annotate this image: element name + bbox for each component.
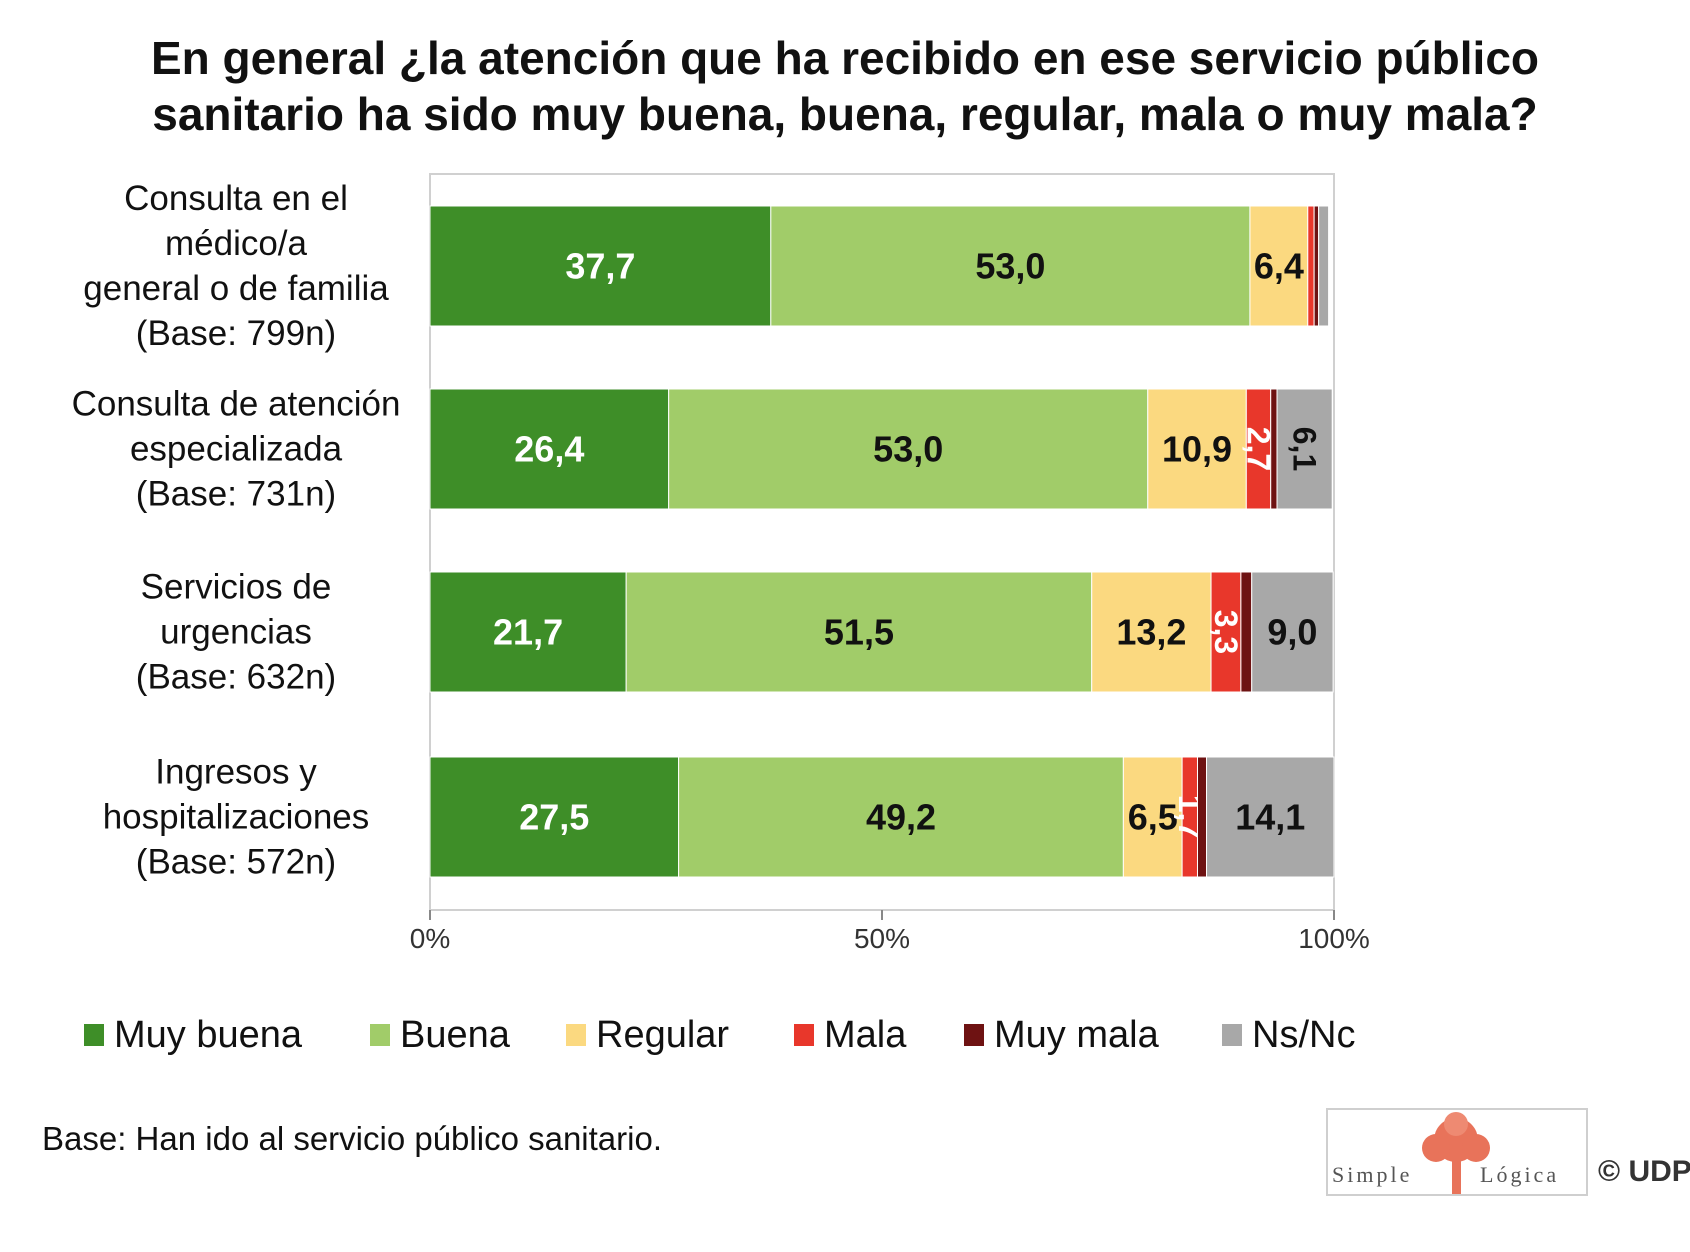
data-label: 6,4 bbox=[1254, 246, 1304, 287]
legend-label: Muy buena bbox=[114, 1014, 303, 1056]
data-label: 10,9 bbox=[1162, 429, 1232, 470]
x-tick-label: 0% bbox=[410, 923, 450, 954]
logo-text-simple: Simple bbox=[1332, 1162, 1413, 1187]
bar-segment bbox=[625, 571, 1093, 693]
bar-segment bbox=[1122, 756, 1183, 878]
chart-title-line-1: En general ¿la atención que ha recibido … bbox=[150, 32, 1540, 84]
data-label: 51,5 bbox=[824, 612, 894, 653]
category-label: (Base: 572n) bbox=[136, 843, 336, 882]
category-label: Servicios de bbox=[141, 568, 332, 607]
category-label: hospitalizaciones bbox=[103, 798, 370, 837]
data-label: 3,3 bbox=[1208, 610, 1244, 654]
data-label: 53,0 bbox=[975, 246, 1045, 287]
bar-segment bbox=[1313, 205, 1320, 327]
category-label: urgencias bbox=[160, 613, 312, 652]
bar-segment bbox=[1245, 388, 1272, 510]
data-label: 49,2 bbox=[866, 797, 936, 838]
category-label: (Base: 799n) bbox=[136, 314, 336, 353]
tree-icon bbox=[1422, 1112, 1490, 1194]
stacked-bar-chart: 37,7 53,0 6,4 Consulta en el médico/a general… bbox=[72, 173, 1370, 1056]
x-tick-label: 100% bbox=[1298, 923, 1370, 954]
legend-label: Ns/Nc bbox=[1252, 1014, 1355, 1056]
data-label: 9,0 bbox=[1267, 612, 1317, 653]
bar-segment bbox=[668, 388, 1149, 510]
bar-segment bbox=[1240, 571, 1253, 693]
legend-swatch bbox=[1222, 1024, 1242, 1046]
bar-segment bbox=[429, 388, 670, 510]
bar-segment bbox=[429, 571, 627, 693]
category-label: Consulta de atención bbox=[72, 385, 401, 424]
bar-segment bbox=[1147, 388, 1247, 510]
data-label: 26,4 bbox=[514, 429, 584, 470]
bar-segment bbox=[1249, 205, 1309, 327]
legend-swatch bbox=[794, 1024, 814, 1046]
x-tick-label: 50% bbox=[854, 923, 910, 954]
bar-segment bbox=[1318, 205, 1330, 327]
category-label: (Base: 632n) bbox=[136, 658, 336, 697]
bar-segment bbox=[770, 205, 1251, 327]
legend-label: Buena bbox=[400, 1014, 511, 1056]
legend-label: Mala bbox=[824, 1014, 907, 1056]
simple-logica-logo bbox=[1326, 1108, 1588, 1196]
bar-segment bbox=[1091, 571, 1212, 693]
category-label: general o de familia bbox=[83, 269, 389, 308]
data-label: 27,5 bbox=[519, 797, 589, 838]
bar-segment bbox=[1196, 756, 1208, 878]
logo-text-logica: Lógica bbox=[1480, 1162, 1560, 1187]
data-label: 53,0 bbox=[873, 429, 943, 470]
category-label: (Base: 731n) bbox=[136, 475, 336, 514]
category-label: Consulta en el bbox=[124, 179, 348, 218]
category-label: médico/a bbox=[165, 224, 308, 263]
bar-segment bbox=[1307, 205, 1315, 327]
category-label: especializada bbox=[130, 430, 343, 469]
legend-swatch bbox=[370, 1024, 390, 1046]
bar-segment bbox=[1206, 756, 1335, 878]
chart-title-line-2: sanitario ha sido muy buena, buena, regu… bbox=[152, 88, 1538, 140]
chart-title: En general ¿la atención que ha recibido … bbox=[0, 30, 1690, 142]
footnote: Base: Han ido al servicio público sanita… bbox=[42, 1120, 662, 1157]
data-label: 6,1 bbox=[1287, 427, 1323, 471]
category-label: Ingresos y bbox=[155, 753, 317, 792]
bar-segment bbox=[1270, 388, 1278, 510]
copyright-udp: © UDP bbox=[1598, 1155, 1690, 1188]
data-label: 6,5 bbox=[1128, 797, 1178, 838]
legend-swatch bbox=[964, 1024, 984, 1046]
legend-swatch bbox=[566, 1024, 586, 1046]
legend-label: Regular bbox=[596, 1014, 729, 1056]
data-label: 37,7 bbox=[565, 246, 635, 287]
legend-label: Muy mala bbox=[994, 1014, 1160, 1056]
bar-segment bbox=[1251, 571, 1334, 693]
bar-segment bbox=[429, 205, 772, 327]
legend-swatch bbox=[84, 1024, 104, 1046]
data-label: 13,2 bbox=[1116, 612, 1186, 653]
data-label: 21,7 bbox=[493, 612, 563, 653]
data-label: 14,1 bbox=[1235, 797, 1305, 838]
bar-segment bbox=[1276, 388, 1333, 510]
bar-segment bbox=[1210, 571, 1242, 693]
